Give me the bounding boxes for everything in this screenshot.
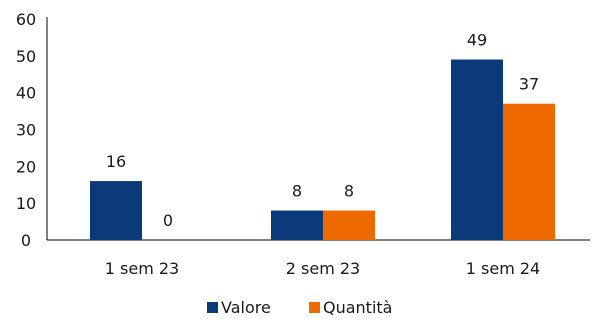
y-tick-label: 10 bbox=[16, 194, 36, 213]
x-axis-categories: 1 sem 23 2 sem 23 1 sem 24 bbox=[105, 259, 540, 278]
legend-swatch-valore bbox=[207, 302, 218, 313]
bars bbox=[90, 59, 555, 241]
data-label-valore-1: 16 bbox=[106, 152, 126, 171]
legend-label-valore: Valore bbox=[221, 298, 271, 317]
bar-quantità-3 bbox=[503, 103, 555, 240]
y-tick-label: 0 bbox=[21, 231, 31, 250]
data-labels: 16 0 8 8 49 37 bbox=[106, 31, 539, 230]
data-label-quantità-2: 8 bbox=[344, 182, 354, 201]
data-label-quantità-3: 37 bbox=[519, 75, 539, 94]
bar-valore-1 bbox=[90, 181, 142, 240]
y-tick-label: 20 bbox=[16, 157, 36, 176]
data-label-valore-2: 8 bbox=[292, 182, 302, 201]
bar-quantità-2 bbox=[323, 210, 375, 240]
legend: Valore Quantità bbox=[207, 298, 392, 317]
y-tick-label: 60 bbox=[16, 10, 36, 29]
x-category-label: 1 sem 23 bbox=[105, 259, 179, 278]
bar-valore-2 bbox=[271, 210, 323, 240]
bar-valore-3 bbox=[451, 59, 503, 241]
y-tick-label: 30 bbox=[16, 121, 36, 140]
legend-swatch-quantità bbox=[309, 302, 320, 313]
data-label-quantità-1: 0 bbox=[163, 211, 173, 230]
y-tick-label: 40 bbox=[16, 84, 36, 103]
legend-label-quantità: Quantità bbox=[323, 298, 392, 317]
data-label-valore-3: 49 bbox=[467, 31, 487, 50]
x-category-label: 1 sem 24 bbox=[466, 259, 540, 278]
y-tick-label: 50 bbox=[16, 47, 36, 66]
x-category-label: 2 sem 23 bbox=[286, 259, 360, 278]
